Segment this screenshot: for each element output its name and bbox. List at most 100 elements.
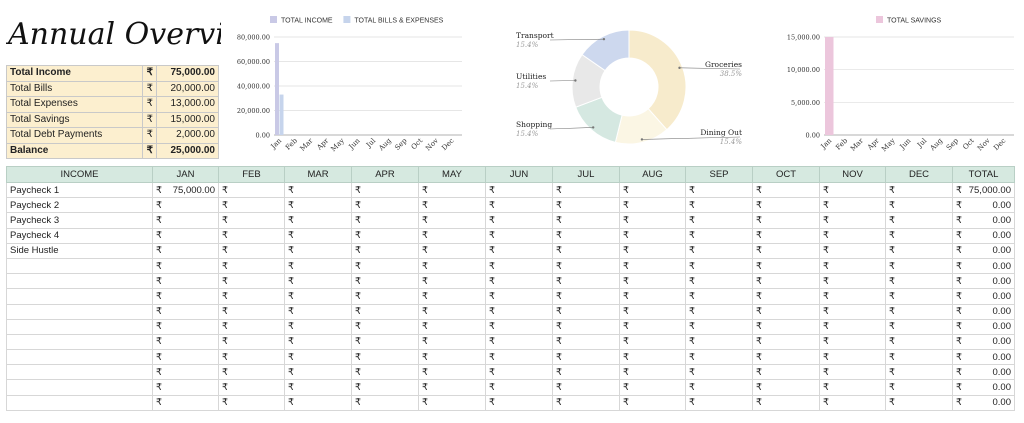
month-cell[interactable]: ₹ bbox=[218, 349, 285, 366]
income-source-cell[interactable] bbox=[6, 349, 153, 366]
month-cell[interactable]: ₹ bbox=[885, 288, 953, 305]
month-cell[interactable]: ₹ bbox=[819, 333, 886, 351]
month-cell[interactable]: ₹ bbox=[819, 227, 886, 244]
month-cell[interactable]: ₹ bbox=[485, 212, 553, 229]
month-cell[interactable]: ₹ bbox=[819, 242, 886, 259]
month-cell[interactable]: ₹ bbox=[552, 303, 620, 320]
month-cell[interactable]: ₹ bbox=[885, 318, 953, 335]
month-cell[interactable]: ₹ bbox=[885, 227, 953, 244]
month-cell[interactable]: ₹ bbox=[819, 273, 886, 290]
month-cell[interactable]: ₹ bbox=[351, 227, 419, 244]
income-source-cell[interactable] bbox=[6, 257, 153, 275]
income-source-cell[interactable]: Paycheck 1 bbox=[6, 181, 153, 199]
month-cell[interactable]: ₹ bbox=[619, 349, 686, 366]
month-cell[interactable]: ₹ bbox=[752, 181, 820, 199]
month-cell[interactable]: ₹ bbox=[752, 273, 820, 290]
month-cell[interactable]: ₹ bbox=[752, 242, 820, 259]
month-cell[interactable]: ₹ bbox=[685, 303, 753, 320]
month-cell[interactable]: ₹ bbox=[284, 349, 352, 366]
month-cell[interactable]: ₹ bbox=[284, 212, 352, 229]
month-cell[interactable]: ₹ bbox=[752, 394, 820, 411]
month-cell[interactable]: ₹ bbox=[752, 379, 820, 396]
month-cell[interactable]: ₹ bbox=[485, 303, 553, 320]
month-cell[interactable]: ₹ bbox=[485, 242, 553, 259]
month-cell[interactable]: ₹ bbox=[552, 364, 620, 381]
month-cell[interactable]: ₹ bbox=[619, 257, 686, 275]
month-cell[interactable]: ₹ bbox=[418, 349, 486, 366]
month-cell[interactable]: ₹ bbox=[752, 212, 820, 229]
month-cell[interactable]: ₹ bbox=[552, 227, 620, 244]
month-cell[interactable]: ₹ bbox=[418, 394, 486, 411]
income-source-cell[interactable] bbox=[6, 333, 153, 351]
month-cell[interactable]: ₹ bbox=[885, 273, 953, 290]
month-cell[interactable]: ₹ bbox=[619, 212, 686, 229]
month-cell[interactable]: ₹ bbox=[485, 364, 553, 381]
month-cell[interactable]: ₹ bbox=[619, 303, 686, 320]
month-cell[interactable]: ₹ bbox=[351, 303, 419, 320]
month-cell[interactable]: ₹ bbox=[685, 197, 753, 214]
month-cell[interactable]: ₹ bbox=[485, 288, 553, 305]
month-cell[interactable]: ₹ bbox=[284, 257, 352, 275]
month-cell[interactable]: ₹ bbox=[552, 349, 620, 366]
month-cell[interactable]: ₹ bbox=[351, 257, 419, 275]
income-source-cell[interactable]: Paycheck 4 bbox=[6, 227, 153, 244]
month-cell[interactable]: ₹ bbox=[485, 349, 553, 366]
month-cell[interactable]: ₹ bbox=[218, 273, 285, 290]
month-cell[interactable]: ₹ bbox=[752, 303, 820, 320]
month-cell[interactable]: ₹ bbox=[284, 242, 352, 259]
month-cell[interactable]: ₹ bbox=[418, 181, 486, 199]
month-cell[interactable]: ₹ bbox=[885, 303, 953, 320]
month-cell[interactable]: ₹ bbox=[752, 257, 820, 275]
month-cell[interactable]: ₹ bbox=[885, 257, 953, 275]
month-cell[interactable]: ₹ bbox=[685, 379, 753, 396]
month-cell[interactable]: ₹ bbox=[885, 364, 953, 381]
month-cell[interactable]: ₹ bbox=[819, 364, 886, 381]
month-cell[interactable]: ₹ bbox=[152, 227, 219, 244]
month-cell[interactable]: ₹ bbox=[152, 364, 219, 381]
month-cell[interactable]: ₹ bbox=[685, 394, 753, 411]
month-cell[interactable]: ₹ bbox=[351, 318, 419, 335]
month-cell[interactable]: ₹ bbox=[619, 379, 686, 396]
month-cell[interactable]: ₹ bbox=[218, 181, 285, 199]
month-cell[interactable]: ₹ bbox=[619, 227, 686, 244]
month-cell[interactable]: ₹ bbox=[351, 212, 419, 229]
month-cell[interactable]: ₹ bbox=[351, 364, 419, 381]
month-cell[interactable]: ₹ bbox=[218, 333, 285, 351]
income-source-cell[interactable]: Paycheck 2 bbox=[6, 197, 153, 214]
month-cell[interactable]: ₹ bbox=[885, 242, 953, 259]
month-cell[interactable]: ₹ bbox=[418, 333, 486, 351]
month-cell[interactable]: ₹ bbox=[284, 364, 352, 381]
month-cell[interactable]: ₹ bbox=[351, 181, 419, 199]
month-cell[interactable]: ₹ bbox=[819, 197, 886, 214]
month-cell[interactable]: ₹ bbox=[685, 318, 753, 335]
month-cell[interactable]: ₹ bbox=[819, 181, 886, 199]
month-cell[interactable]: ₹ bbox=[351, 379, 419, 396]
month-cell[interactable]: ₹ bbox=[619, 288, 686, 305]
month-cell[interactable]: ₹ bbox=[418, 318, 486, 335]
month-cell[interactable]: ₹ bbox=[485, 273, 553, 290]
month-cell[interactable]: ₹ bbox=[485, 197, 553, 214]
month-cell[interactable]: ₹ bbox=[819, 257, 886, 275]
month-cell[interactable]: ₹ bbox=[152, 242, 219, 259]
month-cell[interactable]: ₹ bbox=[685, 273, 753, 290]
income-source-cell[interactable] bbox=[6, 288, 153, 305]
month-cell[interactable]: ₹ bbox=[685, 364, 753, 381]
month-cell[interactable]: ₹ bbox=[552, 273, 620, 290]
month-cell[interactable]: ₹ bbox=[885, 349, 953, 366]
month-cell[interactable]: ₹ bbox=[619, 364, 686, 381]
month-cell[interactable]: ₹ bbox=[619, 197, 686, 214]
month-cell[interactable]: ₹75,000.00 bbox=[152, 181, 219, 199]
month-cell[interactable]: ₹ bbox=[418, 197, 486, 214]
month-cell[interactable]: ₹ bbox=[752, 288, 820, 305]
month-cell[interactable]: ₹ bbox=[752, 197, 820, 214]
month-cell[interactable]: ₹ bbox=[152, 394, 219, 411]
month-cell[interactable]: ₹ bbox=[418, 257, 486, 275]
month-cell[interactable]: ₹ bbox=[485, 333, 553, 351]
month-cell[interactable]: ₹ bbox=[284, 181, 352, 199]
month-cell[interactable]: ₹ bbox=[152, 333, 219, 351]
month-cell[interactable]: ₹ bbox=[418, 303, 486, 320]
month-cell[interactable]: ₹ bbox=[552, 394, 620, 411]
month-cell[interactable]: ₹ bbox=[485, 257, 553, 275]
month-cell[interactable]: ₹ bbox=[485, 318, 553, 335]
month-cell[interactable]: ₹ bbox=[351, 273, 419, 290]
